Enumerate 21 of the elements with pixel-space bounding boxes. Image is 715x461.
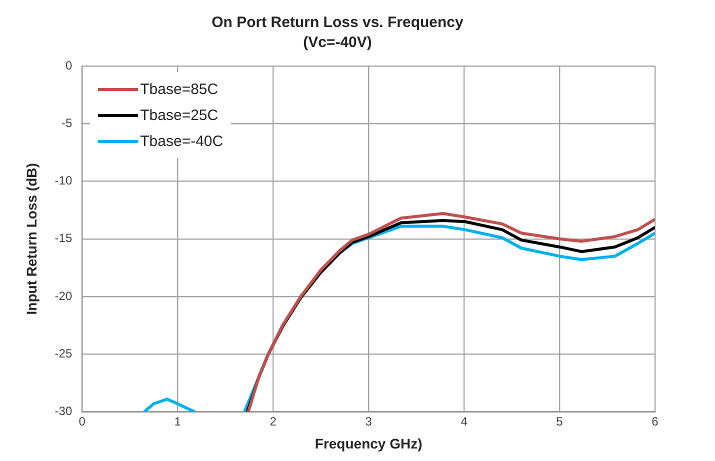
chart-subtitle: (Vc=-40V)	[303, 34, 372, 52]
legend-label: Tbase=25C	[140, 106, 218, 124]
x-axis-title: Frequency GHz)	[314, 435, 422, 452]
y-tick-label: -25	[54, 346, 72, 360]
legend-label: Tbase=85C	[140, 80, 218, 98]
x-tick-label: 5	[556, 414, 564, 428]
y-tick-label: -15	[54, 231, 72, 246]
y-tick-label: -10	[54, 174, 72, 188]
y-tick-label: -30	[54, 404, 72, 418]
x-tick-label: 1	[174, 414, 182, 428]
legend-label: Tbase=-40C	[140, 132, 224, 150]
x-tick-label: 2	[270, 414, 277, 428]
y-tick-label: -5	[61, 116, 72, 130]
y-tick-label: -20	[54, 288, 72, 303]
y-tick-label: 0	[65, 58, 72, 72]
x-tick-label: 4	[460, 414, 468, 428]
x-tick-label: 0	[78, 414, 86, 428]
chart-title: On Port Return Loss vs. Frequency	[212, 14, 464, 32]
x-tick-label: 6	[652, 414, 659, 428]
y-axis-title: Input Return Loss (dB)	[23, 163, 40, 315]
x-tick-label: 3	[365, 414, 372, 428]
